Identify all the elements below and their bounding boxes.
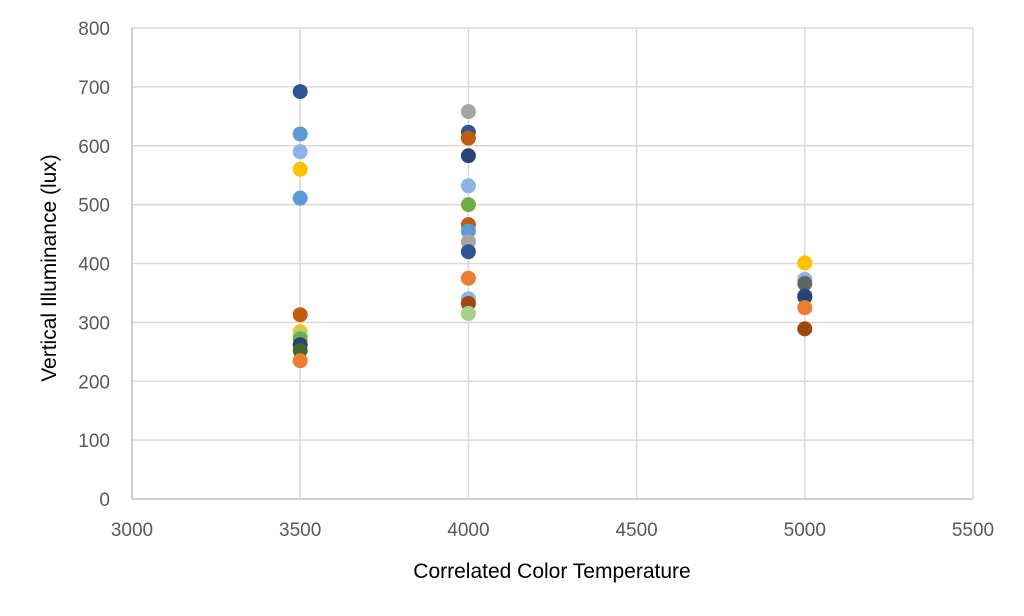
data-point xyxy=(460,130,476,146)
data-point xyxy=(460,148,476,164)
y-tick-label: 300 xyxy=(78,313,110,334)
data-point xyxy=(292,353,308,369)
y-tick-label: 800 xyxy=(78,19,110,40)
data-point xyxy=(460,197,476,213)
tick-labels: 0 100 200 300 400 500 600 700 800 3000 3500 4000 450… xyxy=(78,19,994,541)
x-tick-label: 5000 xyxy=(784,520,826,541)
y-axis-title: Vertical Illuminance (lux) xyxy=(38,154,61,382)
data-point xyxy=(460,223,476,239)
y-tick-label: 400 xyxy=(78,255,110,276)
data-point xyxy=(797,321,813,337)
data-point xyxy=(797,300,813,316)
data-points xyxy=(292,84,813,369)
x-tick-label: 3000 xyxy=(111,520,153,541)
y-tick-label: 0 xyxy=(99,490,110,511)
y-tick-label: 600 xyxy=(78,137,110,158)
x-tick-label: 3500 xyxy=(279,520,321,541)
y-tick-label: 100 xyxy=(78,431,110,452)
data-point xyxy=(292,161,308,177)
gridlines xyxy=(131,27,974,500)
x-tick-label: 5500 xyxy=(952,520,994,541)
data-point xyxy=(292,307,308,323)
data-point xyxy=(797,276,813,292)
data-point xyxy=(460,270,476,286)
data-point xyxy=(460,306,476,322)
data-point xyxy=(292,144,308,160)
y-tick-label: 700 xyxy=(78,78,110,99)
data-point xyxy=(460,104,476,120)
data-point xyxy=(460,244,476,260)
y-tick-label: 500 xyxy=(78,196,110,217)
x-tick-label: 4000 xyxy=(447,520,489,541)
y-tick-label: 200 xyxy=(78,372,110,393)
data-point xyxy=(797,255,813,271)
x-tick-label: 4500 xyxy=(615,520,657,541)
data-point xyxy=(292,126,308,142)
data-point xyxy=(292,84,308,100)
data-point xyxy=(797,289,813,305)
data-point xyxy=(292,190,308,206)
x-axis-title: Correlated Color Temperature xyxy=(413,560,690,583)
data-point xyxy=(460,178,476,194)
